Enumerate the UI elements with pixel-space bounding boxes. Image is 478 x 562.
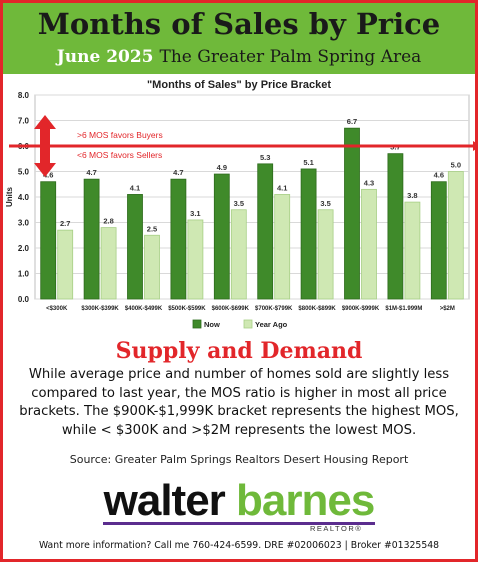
y-axis-label: Units	[5, 186, 14, 207]
data-label: 4.6	[434, 171, 444, 180]
y-tick-label: 8.0	[18, 91, 30, 100]
data-label: 4.9	[217, 163, 227, 172]
bar-year-ago	[100, 227, 117, 300]
data-label: 2.7	[60, 219, 70, 228]
x-tick-label: $800K-$899K	[298, 306, 336, 312]
arrow-down-icon	[34, 163, 56, 177]
data-label: 2.5	[147, 224, 157, 233]
bar-now	[83, 178, 100, 300]
bar-now	[257, 163, 274, 300]
data-label: 5.1	[303, 158, 313, 167]
report-date: June 2025	[56, 47, 154, 67]
bar-chart: 0.01.02.03.04.05.06.07.08.0Units4.62.7<$…	[5, 91, 475, 329]
data-label: 6.7	[347, 117, 357, 126]
data-label: 3.8	[407, 191, 417, 200]
source-note: Source: Greater Palm Springs Realtors De…	[69, 453, 409, 466]
bar-year-ago	[187, 219, 204, 300]
data-label: 4.3	[364, 178, 374, 187]
bar-year-ago	[404, 201, 421, 300]
logo-first-name: walter	[103, 476, 226, 525]
data-label: 3.5	[320, 199, 330, 208]
data-label: 4.1	[277, 183, 287, 192]
bar-year-ago	[57, 229, 74, 300]
y-tick-label: 5.0	[18, 168, 30, 177]
data-label: 4.7	[173, 168, 183, 177]
legend-swatch	[192, 319, 202, 329]
header-banner: Months of Sales by Price June 2025 The Gr…	[3, 3, 475, 74]
bar-now	[213, 173, 230, 300]
bar-year-ago	[447, 171, 464, 300]
bar-year-ago	[361, 188, 377, 300]
data-label: 5.3	[260, 153, 270, 162]
y-tick-label: 7.0	[18, 117, 30, 126]
bar-year-ago	[274, 194, 291, 300]
brand-logo: walter barnes	[0, 477, 478, 525]
data-label: 3.1	[190, 209, 200, 218]
x-tick-label: $500K-$599K	[168, 306, 206, 312]
annotation-sellers: <6 MOS favors Sellers	[77, 150, 162, 160]
y-tick-label: 1.0	[18, 270, 30, 279]
bar-now	[387, 153, 404, 300]
chart-title: "Months of Sales" by Price Bracket	[146, 79, 332, 91]
data-label: 4.6	[43, 171, 53, 180]
legend-swatch	[243, 319, 253, 329]
bar-year-ago	[230, 209, 247, 300]
arrow-up-icon	[34, 115, 56, 129]
x-tick-label: $600K-$699K	[212, 306, 250, 312]
x-tick-label: $1M-$1.999M	[385, 306, 422, 312]
data-label: 5.0	[451, 161, 461, 170]
x-tick-label: >$2M	[440, 306, 455, 312]
legend-label: Now	[204, 320, 220, 329]
bar-now	[430, 181, 447, 300]
report-area: The Greater Palm Spring Area	[159, 47, 422, 67]
contact-footer: Want more information? Call me 760-424-6…	[38, 540, 440, 551]
y-tick-label: 3.0	[18, 219, 30, 228]
data-label: 4.7	[86, 168, 96, 177]
data-label: 3.5	[234, 199, 244, 208]
annotation-buyers: >6 MOS favors Buyers	[77, 130, 163, 140]
arrow-shaft	[40, 128, 50, 164]
x-tick-label: <$300K	[46, 306, 68, 312]
legend-label: Year Ago	[255, 320, 288, 329]
bar-now	[344, 127, 360, 300]
x-tick-label: $700K-$799K	[255, 306, 293, 312]
data-label: 4.1	[130, 183, 140, 192]
section-body: While average price and number of homes …	[19, 367, 459, 438]
page-title: Months of Sales by Price	[37, 7, 441, 41]
bar-now	[170, 178, 187, 300]
bar-now	[40, 181, 57, 300]
logo-underline	[103, 522, 375, 525]
data-label: 2.8	[103, 217, 113, 226]
y-tick-label: 0.0	[18, 295, 30, 304]
x-tick-label: $400K-$499K	[125, 306, 163, 312]
section-heading: Supply and Demand	[115, 338, 363, 364]
logo-last-name: barnes	[236, 476, 375, 525]
x-tick-label: $900K-$999K	[342, 306, 380, 312]
bar-year-ago	[317, 209, 334, 300]
page-subtitle: June 2025 The Greater Palm Spring Area	[3, 47, 475, 67]
chart-area: 0.01.02.03.04.05.06.07.08.0Units4.62.7<$…	[3, 74, 475, 336]
bar-now	[127, 194, 143, 300]
x-tick-label: $300K-$399K	[81, 306, 119, 312]
bar-now	[300, 168, 317, 300]
bar-year-ago	[144, 234, 160, 300]
logo-tagline: REALTOR®	[310, 524, 363, 533]
y-tick-label: 4.0	[18, 193, 30, 202]
reference-arrowhead	[473, 141, 475, 151]
y-tick-label: 2.0	[18, 244, 30, 253]
